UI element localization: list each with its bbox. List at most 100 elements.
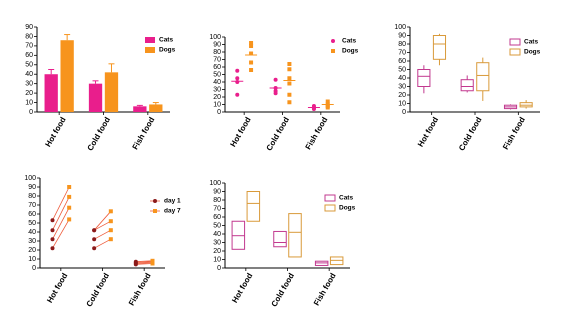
y-tick-label: 0 xyxy=(402,109,406,116)
pair-line xyxy=(135,261,153,263)
data-point xyxy=(325,99,330,104)
legend-label: Dogs xyxy=(524,49,541,56)
legend-label: Cats xyxy=(159,37,173,44)
y-tick-label: 70 xyxy=(398,49,406,56)
y-tick-label: 70 xyxy=(28,202,36,209)
x-tick-label: Hot food xyxy=(416,115,440,148)
y-tick-label: 10 xyxy=(213,101,221,108)
pair-line xyxy=(93,238,112,249)
data-point xyxy=(50,246,55,251)
legend-label: day 7 xyxy=(164,208,181,215)
data-point xyxy=(249,51,254,56)
data-point xyxy=(150,258,155,263)
x-tick-label: Hot food xyxy=(45,271,69,304)
y-tick-label: 90 xyxy=(28,184,36,191)
data-point xyxy=(325,105,330,110)
y-tick-label: 10 xyxy=(398,100,406,107)
data-point xyxy=(67,217,72,222)
x-tick-label: Cold food xyxy=(457,115,484,152)
y-tick-label: 50 xyxy=(28,220,36,227)
data-point xyxy=(235,92,240,97)
data-point xyxy=(249,44,254,48)
y-tick-label: 70 xyxy=(213,205,221,212)
x-tick-label: Fish food xyxy=(127,271,153,307)
y-tick-label: 100 xyxy=(209,180,221,187)
legend-marker xyxy=(153,199,157,203)
x-tick-label: Cold food xyxy=(86,115,113,152)
y-tick-label: 40 xyxy=(28,229,36,236)
y-tick-label: 30 xyxy=(28,238,36,245)
y-tick-label: 90 xyxy=(213,41,221,48)
y-tick-label: 40 xyxy=(25,71,33,78)
y-tick-label: 30 xyxy=(213,86,221,93)
y-tick-label: 100 xyxy=(209,34,221,41)
y-tick-label: 40 xyxy=(213,79,221,86)
data-point xyxy=(50,218,55,223)
legend-label: Dogs xyxy=(342,48,359,55)
pair-line xyxy=(52,196,70,231)
y-tick-label: 90 xyxy=(25,24,33,31)
y-tick-label: 60 xyxy=(398,58,406,65)
legend-swatch xyxy=(145,37,155,43)
box xyxy=(432,35,447,60)
y-tick-label: 70 xyxy=(213,56,221,63)
y-tick-label: 20 xyxy=(398,92,406,99)
x-tick-label: Hot food xyxy=(43,115,67,148)
bar xyxy=(88,83,103,112)
pair-line xyxy=(135,262,153,264)
data-point xyxy=(235,76,240,81)
legend-swatch xyxy=(509,38,521,46)
y-tick-label: 30 xyxy=(398,83,406,90)
floating-bar xyxy=(273,230,287,248)
x-tick-label: Fish food xyxy=(501,115,527,151)
box xyxy=(417,69,431,87)
data-point xyxy=(92,246,97,251)
y-tick-label: 50 xyxy=(213,222,221,229)
y-tick-label: 0 xyxy=(217,109,221,116)
legend-marker xyxy=(331,49,335,53)
y-tick-label: 50 xyxy=(398,66,406,73)
y-tick-label: 80 xyxy=(213,197,221,204)
y-tick-label: 30 xyxy=(213,239,221,246)
data-point xyxy=(108,219,113,224)
y-tick-label: 60 xyxy=(213,214,221,221)
y-tick-label: 10 xyxy=(28,256,36,263)
data-point xyxy=(287,92,292,97)
y-tick-label: 20 xyxy=(28,247,36,254)
data-point xyxy=(249,41,254,45)
data-point xyxy=(249,60,254,65)
data-point xyxy=(108,209,113,214)
legend-label: Cats xyxy=(524,39,538,46)
y-tick-label: 100 xyxy=(24,175,36,182)
pair-line xyxy=(93,211,112,231)
bar xyxy=(60,40,74,112)
data-point xyxy=(249,68,254,72)
data-point xyxy=(50,228,55,233)
bar xyxy=(44,74,58,112)
legend-label: Cats xyxy=(342,38,356,45)
legend-label: Dogs xyxy=(339,205,356,212)
data-point xyxy=(92,228,97,233)
data-point xyxy=(108,228,113,233)
legend-swatch xyxy=(509,48,521,56)
box xyxy=(460,79,474,92)
data-point xyxy=(287,67,292,72)
y-tick-label: 80 xyxy=(213,49,221,56)
data-point xyxy=(287,81,292,86)
y-tick-label: 20 xyxy=(213,94,221,101)
legend-marker xyxy=(153,209,157,213)
y-tick-label: 0 xyxy=(217,265,221,272)
legend-swatch xyxy=(324,204,336,212)
pair-line xyxy=(52,219,70,249)
y-tick-label: 90 xyxy=(398,32,406,39)
data-point xyxy=(67,194,72,199)
pair-line xyxy=(52,186,70,221)
x-tick-label: Cold food xyxy=(265,115,292,152)
y-tick-label: 60 xyxy=(25,52,33,59)
pair-line xyxy=(93,220,112,231)
legend-swatch xyxy=(324,194,336,202)
data-point xyxy=(108,237,113,242)
data-point xyxy=(235,80,240,84)
data-point xyxy=(92,237,97,242)
